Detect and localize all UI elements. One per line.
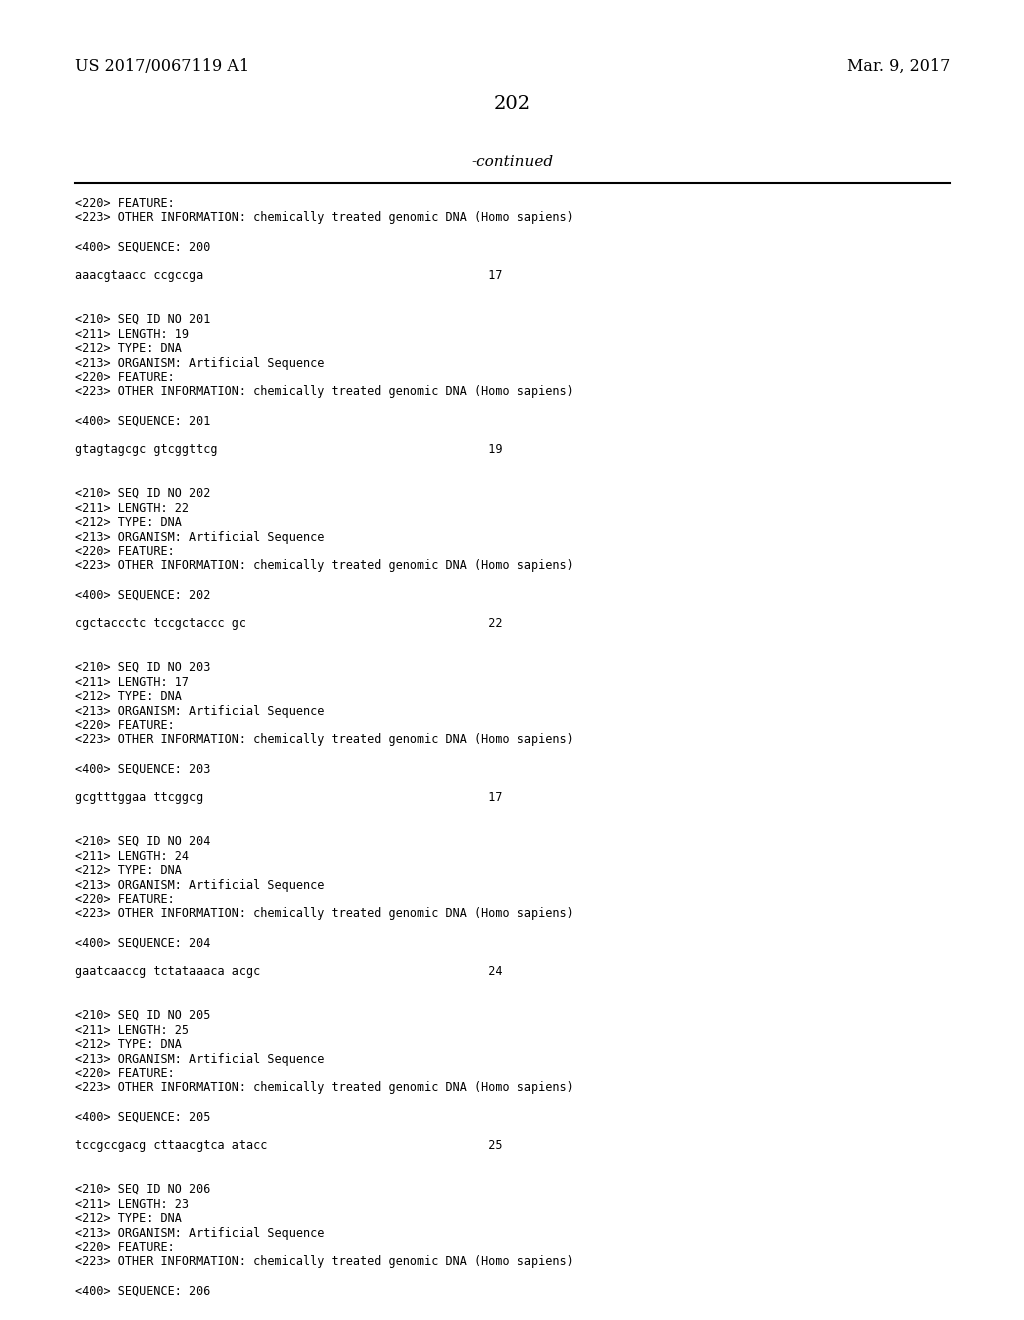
Text: <213> ORGANISM: Artificial Sequence: <213> ORGANISM: Artificial Sequence: [75, 1052, 325, 1065]
Text: <400> SEQUENCE: 205: <400> SEQUENCE: 205: [75, 1110, 210, 1123]
Text: <210> SEQ ID NO 206: <210> SEQ ID NO 206: [75, 1183, 210, 1196]
Text: <210> SEQ ID NO 205: <210> SEQ ID NO 205: [75, 1008, 210, 1022]
Text: <212> TYPE: DNA: <212> TYPE: DNA: [75, 516, 182, 529]
Text: <400> SEQUENCE: 202: <400> SEQUENCE: 202: [75, 589, 210, 602]
Text: <400> SEQUENCE: 201: <400> SEQUENCE: 201: [75, 414, 210, 428]
Text: <223> OTHER INFORMATION: chemically treated genomic DNA (Homo sapiens): <223> OTHER INFORMATION: chemically trea…: [75, 734, 573, 747]
Text: <220> FEATURE:: <220> FEATURE:: [75, 1067, 175, 1080]
Text: <223> OTHER INFORMATION: chemically treated genomic DNA (Homo sapiens): <223> OTHER INFORMATION: chemically trea…: [75, 908, 573, 920]
Text: <212> TYPE: DNA: <212> TYPE: DNA: [75, 1038, 182, 1051]
Text: <212> TYPE: DNA: <212> TYPE: DNA: [75, 1212, 182, 1225]
Text: <223> OTHER INFORMATION: chemically treated genomic DNA (Homo sapiens): <223> OTHER INFORMATION: chemically trea…: [75, 560, 573, 573]
Text: <210> SEQ ID NO 202: <210> SEQ ID NO 202: [75, 487, 210, 500]
Text: 202: 202: [494, 95, 530, 114]
Text: <213> ORGANISM: Artificial Sequence: <213> ORGANISM: Artificial Sequence: [75, 1226, 325, 1239]
Text: <211> LENGTH: 17: <211> LENGTH: 17: [75, 676, 189, 689]
Text: <210> SEQ ID NO 203: <210> SEQ ID NO 203: [75, 661, 210, 675]
Text: Mar. 9, 2017: Mar. 9, 2017: [847, 58, 950, 75]
Text: <213> ORGANISM: Artificial Sequence: <213> ORGANISM: Artificial Sequence: [75, 879, 325, 891]
Text: <213> ORGANISM: Artificial Sequence: <213> ORGANISM: Artificial Sequence: [75, 705, 325, 718]
Text: <223> OTHER INFORMATION: chemically treated genomic DNA (Homo sapiens): <223> OTHER INFORMATION: chemically trea…: [75, 1081, 573, 1094]
Text: <220> FEATURE:: <220> FEATURE:: [75, 1241, 175, 1254]
Text: <210> SEQ ID NO 204: <210> SEQ ID NO 204: [75, 836, 210, 847]
Text: tccgccgacg cttaacgtca atacc                               25: tccgccgacg cttaacgtca atacc 25: [75, 1139, 503, 1152]
Text: <211> LENGTH: 19: <211> LENGTH: 19: [75, 327, 189, 341]
Text: <223> OTHER INFORMATION: chemically treated genomic DNA (Homo sapiens): <223> OTHER INFORMATION: chemically trea…: [75, 385, 573, 399]
Text: <213> ORGANISM: Artificial Sequence: <213> ORGANISM: Artificial Sequence: [75, 356, 325, 370]
Text: <400> SEQUENCE: 203: <400> SEQUENCE: 203: [75, 763, 210, 776]
Text: <220> FEATURE:: <220> FEATURE:: [75, 545, 175, 558]
Text: <212> TYPE: DNA: <212> TYPE: DNA: [75, 690, 182, 704]
Text: gtagtagcgc gtcggttcg                                      19: gtagtagcgc gtcggttcg 19: [75, 444, 503, 457]
Text: <211> LENGTH: 22: <211> LENGTH: 22: [75, 502, 189, 515]
Text: <211> LENGTH: 23: <211> LENGTH: 23: [75, 1197, 189, 1210]
Text: <220> FEATURE:: <220> FEATURE:: [75, 197, 175, 210]
Text: cgctaccctc tccgctaccc gc                                  22: cgctaccctc tccgctaccc gc 22: [75, 618, 503, 631]
Text: <213> ORGANISM: Artificial Sequence: <213> ORGANISM: Artificial Sequence: [75, 531, 325, 544]
Text: <400> SEQUENCE: 206: <400> SEQUENCE: 206: [75, 1284, 210, 1298]
Text: <220> FEATURE:: <220> FEATURE:: [75, 719, 175, 733]
Text: <400> SEQUENCE: 200: <400> SEQUENCE: 200: [75, 240, 210, 253]
Text: <212> TYPE: DNA: <212> TYPE: DNA: [75, 342, 182, 355]
Text: <220> FEATURE:: <220> FEATURE:: [75, 371, 175, 384]
Text: gaatcaaccg tctataaaca acgc                                24: gaatcaaccg tctataaaca acgc 24: [75, 965, 503, 978]
Text: <212> TYPE: DNA: <212> TYPE: DNA: [75, 865, 182, 876]
Text: <223> OTHER INFORMATION: chemically treated genomic DNA (Homo sapiens): <223> OTHER INFORMATION: chemically trea…: [75, 211, 573, 224]
Text: <220> FEATURE:: <220> FEATURE:: [75, 894, 175, 906]
Text: -continued: -continued: [471, 154, 553, 169]
Text: <211> LENGTH: 24: <211> LENGTH: 24: [75, 850, 189, 862]
Text: <211> LENGTH: 25: <211> LENGTH: 25: [75, 1023, 189, 1036]
Text: aaacgtaacc ccgccga                                        17: aaacgtaacc ccgccga 17: [75, 269, 503, 282]
Text: gcgtttggaa ttcggcg                                        17: gcgtttggaa ttcggcg 17: [75, 792, 503, 804]
Text: <400> SEQUENCE: 204: <400> SEQUENCE: 204: [75, 936, 210, 949]
Text: US 2017/0067119 A1: US 2017/0067119 A1: [75, 58, 249, 75]
Text: <210> SEQ ID NO 201: <210> SEQ ID NO 201: [75, 313, 210, 326]
Text: <223> OTHER INFORMATION: chemically treated genomic DNA (Homo sapiens): <223> OTHER INFORMATION: chemically trea…: [75, 1255, 573, 1269]
